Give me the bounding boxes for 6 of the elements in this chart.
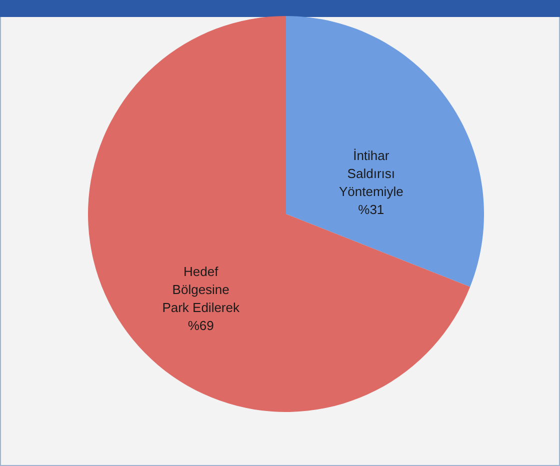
data-label: %69 <box>188 318 214 333</box>
pie-slice <box>286 16 484 287</box>
pie-slice <box>88 16 470 412</box>
data-label: %31 <box>358 202 384 218</box>
slice-label: Hedef Bölgesine Park Edilerek <box>162 264 240 315</box>
slice-label: İntihar Saldırısı Yöntemiyle <box>339 148 404 200</box>
